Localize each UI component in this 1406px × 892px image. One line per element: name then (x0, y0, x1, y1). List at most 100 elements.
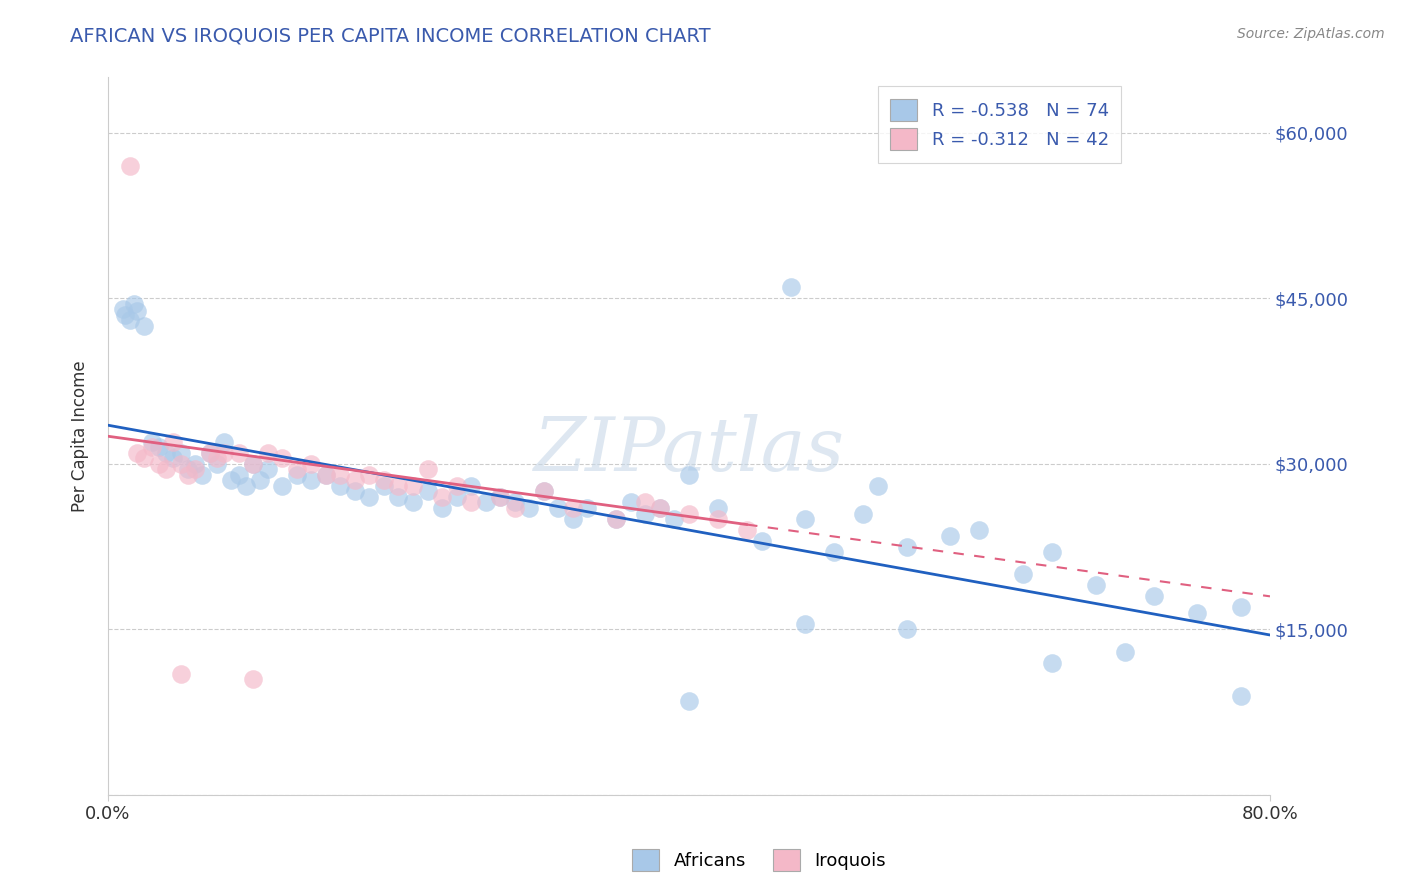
Point (134, 318, 156, 333)
Point (576, 501, 599, 516)
Point (162, 451, 184, 466)
Point (256, 446, 278, 460)
Point (184, 462, 207, 476)
Point (221, 474, 243, 488)
Point (1114, 644, 1136, 658)
Point (373, 474, 395, 488)
Point (402, 479, 425, 493)
Point (329, 479, 352, 493)
Point (1040, 545, 1063, 559)
Point (329, 467, 352, 482)
Point (779, 280, 801, 294)
Point (503, 495, 526, 509)
Point (735, 523, 758, 537)
Point (852, 507, 875, 521)
Point (373, 479, 395, 493)
Point (533, 484, 555, 499)
Point (141, 440, 163, 454)
Point (198, 446, 221, 460)
Point (343, 484, 366, 499)
Point (249, 474, 271, 488)
Point (122, 297, 145, 311)
Point (648, 501, 671, 516)
Point (387, 479, 409, 493)
Point (114, 308, 136, 322)
Point (634, 495, 657, 509)
Point (134, 451, 156, 466)
Point (707, 501, 730, 516)
Point (794, 512, 817, 526)
Point (271, 479, 294, 493)
Point (148, 457, 170, 471)
Point (125, 446, 148, 460)
Point (678, 507, 700, 521)
Point (212, 434, 235, 449)
Point (141, 434, 163, 449)
Y-axis label: Per Capita Income: Per Capita Income (72, 360, 89, 512)
Point (474, 495, 496, 509)
Point (242, 457, 264, 471)
Point (191, 467, 214, 482)
Point (299, 474, 322, 488)
Point (1084, 578, 1107, 592)
Point (489, 490, 512, 504)
Point (169, 666, 191, 681)
Point (939, 528, 962, 542)
Point (460, 495, 482, 509)
Point (162, 434, 184, 449)
Point (1230, 600, 1253, 615)
Point (359, 467, 381, 482)
Point (517, 501, 540, 516)
Point (1012, 567, 1035, 582)
Point (205, 457, 228, 471)
Point (125, 304, 148, 318)
Point (896, 623, 918, 637)
Point (605, 512, 627, 526)
Point (489, 490, 512, 504)
Point (285, 462, 308, 476)
Point (315, 467, 337, 482)
Point (751, 534, 773, 549)
Point (118, 159, 141, 173)
Point (416, 462, 439, 476)
Point (794, 616, 817, 631)
Legend: Africans, Iroquois: Africans, Iroquois (624, 842, 894, 879)
Point (242, 672, 264, 686)
Point (446, 490, 468, 504)
Point (430, 490, 453, 504)
Point (664, 512, 686, 526)
Point (242, 457, 264, 471)
Point (402, 495, 425, 509)
Point (1040, 656, 1063, 670)
Point (169, 457, 191, 471)
Point (271, 451, 294, 466)
Point (343, 474, 366, 488)
Point (561, 501, 583, 516)
Point (155, 446, 177, 460)
Point (228, 446, 250, 460)
Legend: R = -0.538   N = 74, R = -0.312   N = 42: R = -0.538 N = 74, R = -0.312 N = 42 (877, 87, 1122, 163)
Point (634, 507, 657, 521)
Point (648, 501, 671, 516)
Point (446, 479, 468, 493)
Point (1230, 689, 1253, 703)
Point (387, 490, 409, 504)
Text: AFRICAN VS IROQUOIS PER CAPITA INCOME CORRELATION CHART: AFRICAN VS IROQUOIS PER CAPITA INCOME CO… (70, 27, 711, 45)
Point (460, 479, 482, 493)
Point (823, 545, 845, 559)
Point (678, 694, 700, 708)
Point (533, 484, 555, 499)
Point (605, 512, 627, 526)
Point (198, 446, 221, 460)
Point (1187, 606, 1209, 620)
Point (359, 490, 381, 504)
Point (228, 467, 250, 482)
Point (177, 462, 200, 476)
Point (1143, 590, 1166, 604)
Point (315, 467, 337, 482)
Point (177, 467, 200, 482)
Point (148, 440, 170, 454)
Point (430, 501, 453, 516)
Point (707, 512, 730, 526)
Point (155, 462, 177, 476)
